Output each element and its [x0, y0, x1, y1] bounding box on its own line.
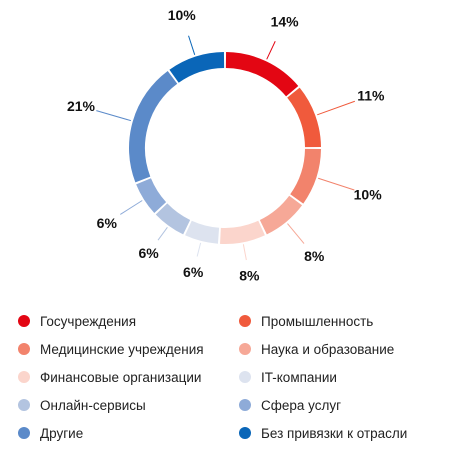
legend-swatch-icon: [18, 371, 30, 383]
legend-swatch-icon: [239, 343, 251, 355]
legend-swatch-icon: [18, 343, 30, 355]
legend-label: Промышленность: [261, 313, 374, 329]
data-label: 10%: [354, 186, 383, 202]
data-label: 6%: [183, 264, 204, 280]
data-label: 14%: [271, 13, 300, 29]
data-label: 8%: [304, 248, 325, 264]
legend-item: Медицинские учреждения: [18, 340, 239, 358]
donut-segment: [169, 52, 225, 83]
leader-line: [242, 244, 247, 261]
legend-swatch-icon: [18, 399, 30, 411]
leader-line: [317, 100, 356, 116]
legend-swatch-icon: [18, 315, 30, 327]
donut-segment: [290, 148, 321, 204]
legend-swatch-icon: [239, 427, 251, 439]
legend-item: IT-компании: [239, 368, 448, 386]
donut-segment: [129, 70, 178, 183]
legend-label: Медицинские учреждения: [40, 341, 204, 357]
chart-legend: Госучреждения Промышленность Медицинские у…: [18, 312, 448, 442]
legend-swatch-icon: [239, 399, 251, 411]
legend-swatch-icon: [239, 315, 251, 327]
legend-item: Промышленность: [239, 312, 448, 330]
legend-item: Без привязки к отрасли: [239, 424, 448, 442]
leader-line: [188, 35, 196, 55]
data-label: 21%: [67, 98, 96, 114]
leader-line: [96, 110, 132, 122]
leader-line: [157, 226, 168, 241]
donut-segment: [185, 220, 220, 244]
legend-item: Онлайн-сервисы: [18, 396, 239, 414]
leader-line: [287, 223, 305, 244]
donut-segment: [259, 195, 303, 235]
legend-label: Онлайн-сервисы: [40, 397, 146, 413]
donut-segment: [136, 177, 167, 213]
legend-swatch-icon: [18, 427, 30, 439]
legend-item: Наука и образование: [239, 340, 448, 358]
legend-label: Сфера услуг: [261, 397, 342, 413]
legend-item: Сфера услуг: [239, 396, 448, 414]
donut-segment: [220, 220, 265, 244]
leader-line: [120, 200, 143, 215]
data-label: 10%: [168, 7, 197, 23]
legend-label: Финансовые организации: [40, 369, 202, 385]
legend-label: Другие: [40, 425, 84, 441]
legend-label: IT-компании: [261, 369, 337, 385]
data-label: 6%: [138, 245, 159, 261]
legend-label: Наука и образование: [261, 341, 395, 357]
donut-segment: [225, 52, 299, 97]
donut-chart: 14% 11% 10% 8% 8% 6% 6% 6% 21% 10%: [67, 7, 385, 284]
legend-item: Финансовые организации: [18, 368, 239, 386]
legend-item: Другие: [18, 424, 239, 442]
donut-segment: [155, 203, 191, 235]
leader-line: [318, 177, 355, 191]
data-label: 11%: [357, 87, 385, 103]
legend-swatch-icon: [239, 371, 251, 383]
data-label: 8%: [239, 268, 260, 284]
legend-label: Госучреждения: [40, 313, 137, 329]
donut-segment: [287, 87, 321, 148]
leader-line: [196, 242, 202, 257]
data-label: 6%: [97, 215, 118, 231]
legend-item: Госучреждения: [18, 312, 239, 330]
legend-label: Без привязки к отрасли: [261, 425, 408, 441]
leader-line: [266, 41, 276, 60]
